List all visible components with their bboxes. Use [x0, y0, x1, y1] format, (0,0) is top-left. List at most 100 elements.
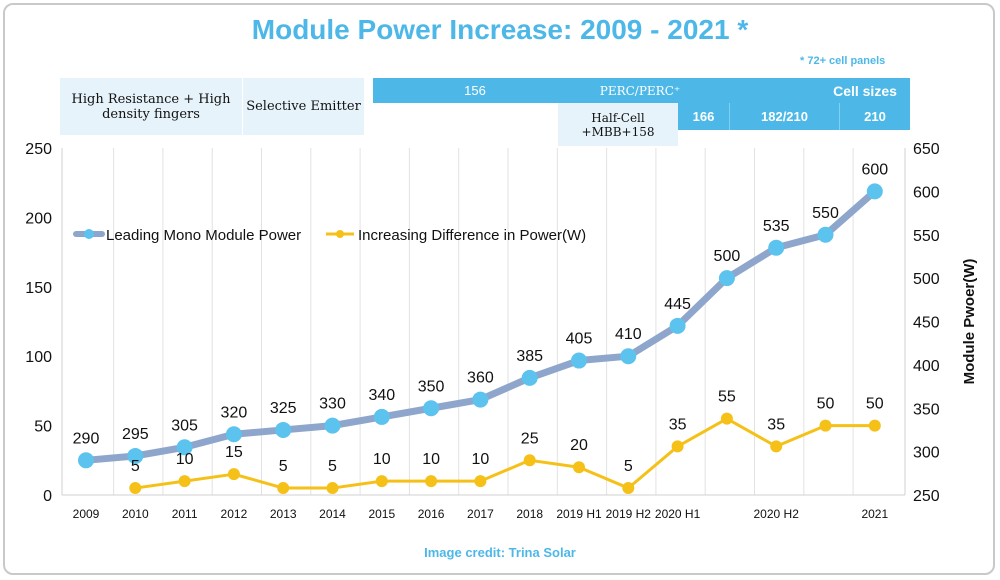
data-label-difference: 10 — [373, 451, 391, 468]
data-label-difference: 5 — [328, 458, 337, 475]
x-tick-label: 2016 — [418, 507, 445, 521]
point-difference — [129, 482, 142, 495]
band-cell-sizes — [373, 78, 910, 103]
series-line-difference — [135, 417, 875, 490]
point-power — [127, 447, 144, 464]
y-left-tick-label: 250 — [25, 141, 52, 158]
data-label-power: 290 — [73, 430, 100, 447]
point-difference — [178, 475, 191, 488]
point-power — [423, 400, 440, 417]
y-right-tick-label: 450 — [913, 315, 940, 332]
data-label-power: 305 — [171, 417, 198, 434]
point-difference — [326, 482, 339, 495]
data-label-difference: 15 — [225, 444, 243, 461]
data-label-difference: 55 — [718, 389, 736, 406]
band-210: 210 — [864, 109, 886, 124]
data-label-difference: 35 — [669, 416, 687, 433]
data-label-difference: 5 — [279, 458, 288, 475]
y-right-tick-label: 250 — [913, 488, 940, 505]
point-difference — [770, 440, 783, 453]
x-tick-label: 2009 — [73, 507, 100, 521]
x-tick-label: 2020 H2 — [754, 507, 800, 521]
point-power — [866, 183, 883, 200]
band-selective-emitter-label: Selective Emitter — [246, 99, 361, 114]
point-power — [225, 426, 242, 443]
point-power — [78, 452, 94, 469]
band-cell-sizes-label: Cell sizes — [833, 82, 897, 99]
point-power — [373, 408, 390, 425]
footnote: * 72+ cell panels — [800, 55, 886, 67]
data-label-power: 295 — [122, 426, 149, 443]
point-difference — [227, 468, 240, 481]
band-166: 166 — [678, 103, 730, 130]
data-label-difference: 35 — [767, 416, 785, 433]
point-power — [817, 226, 834, 243]
band-half-cell: Half-Cell +MBB+158 — [558, 103, 678, 146]
data-label-power: 445 — [664, 296, 691, 313]
point-difference — [425, 475, 438, 488]
point-power — [669, 317, 686, 334]
data-label-power: 350 — [418, 378, 445, 395]
point-power — [275, 421, 292, 438]
x-tick-label: 2011 — [172, 507, 198, 521]
x-tick-label: 2012 — [221, 507, 248, 521]
x-tick-label: 2010 — [122, 507, 149, 521]
point-power — [472, 391, 489, 408]
point-difference — [671, 440, 684, 453]
data-label-difference: 10 — [422, 451, 440, 468]
x-tick-label: 2015 — [368, 507, 395, 521]
y-right-axis-label: Module Pwoer(W) — [961, 259, 978, 385]
y-right-tick-label: 600 — [913, 184, 940, 201]
x-tick-label: 2020 H1 — [655, 507, 701, 521]
band-selective-emitter: Selective Emitter — [242, 78, 364, 135]
point-power — [176, 439, 193, 456]
data-label-power: 405 — [566, 331, 593, 348]
data-label-difference: 25 — [521, 430, 539, 447]
band-156: 156 — [464, 83, 486, 98]
x-tick-label: 2021 — [861, 507, 888, 521]
data-label-power: 340 — [368, 387, 395, 404]
point-power — [768, 239, 785, 256]
y-right-tick-label: 500 — [913, 271, 940, 288]
point-difference — [720, 412, 733, 425]
data-label-difference: 10 — [176, 451, 194, 468]
band-large-sizes — [678, 103, 910, 130]
data-label-power: 385 — [516, 348, 543, 365]
point-difference — [277, 482, 290, 495]
band-182-210: 182/210 — [730, 103, 840, 130]
data-label-power: 325 — [270, 400, 297, 417]
point-difference — [375, 475, 388, 488]
y-left-tick-label: 50 — [34, 419, 52, 436]
x-tick-label: 2014 — [319, 507, 346, 521]
y-right-tick-label: 400 — [913, 358, 940, 375]
point-difference — [819, 419, 832, 432]
image-credit: Image credit: Trina Solar — [424, 545, 576, 560]
band-high-resistance: High Resistance + High density fingers — [60, 78, 242, 135]
data-label-power: 550 — [812, 205, 839, 222]
data-label-difference: 5 — [131, 458, 140, 475]
point-power — [620, 348, 637, 365]
data-label-power: 600 — [861, 161, 888, 178]
legend-label-difference: Increasing Difference in Power(W) — [358, 227, 586, 244]
band-perc: PERC/PERC⁺ — [599, 83, 681, 98]
band-high-resistance-label: High Resistance + High density fingers — [71, 91, 231, 122]
point-difference — [474, 475, 487, 488]
data-label-difference: 5 — [624, 458, 633, 475]
x-tick-label: 2019 H2 — [606, 507, 652, 521]
point-power — [718, 270, 735, 287]
band-half-cell-label: Half-Cell +MBB+158 — [581, 110, 655, 139]
data-label-difference: 50 — [817, 396, 835, 413]
point-power — [571, 352, 587, 369]
y-left-tick-label: 200 — [25, 210, 52, 227]
x-tick-label: 2019 H1 — [556, 507, 602, 521]
y-right-tick-label: 300 — [913, 445, 940, 462]
legend-label-power: Leading Mono Module Power — [106, 227, 301, 244]
point-power — [521, 369, 538, 386]
data-label-power: 500 — [714, 248, 741, 265]
y-left-tick-label: 150 — [25, 280, 52, 297]
x-tick-label: 2013 — [270, 507, 297, 521]
legend-marker-power — [84, 229, 94, 239]
x-tick-label: 2018 — [516, 507, 543, 521]
x-tick-label: 2017 — [467, 507, 494, 521]
